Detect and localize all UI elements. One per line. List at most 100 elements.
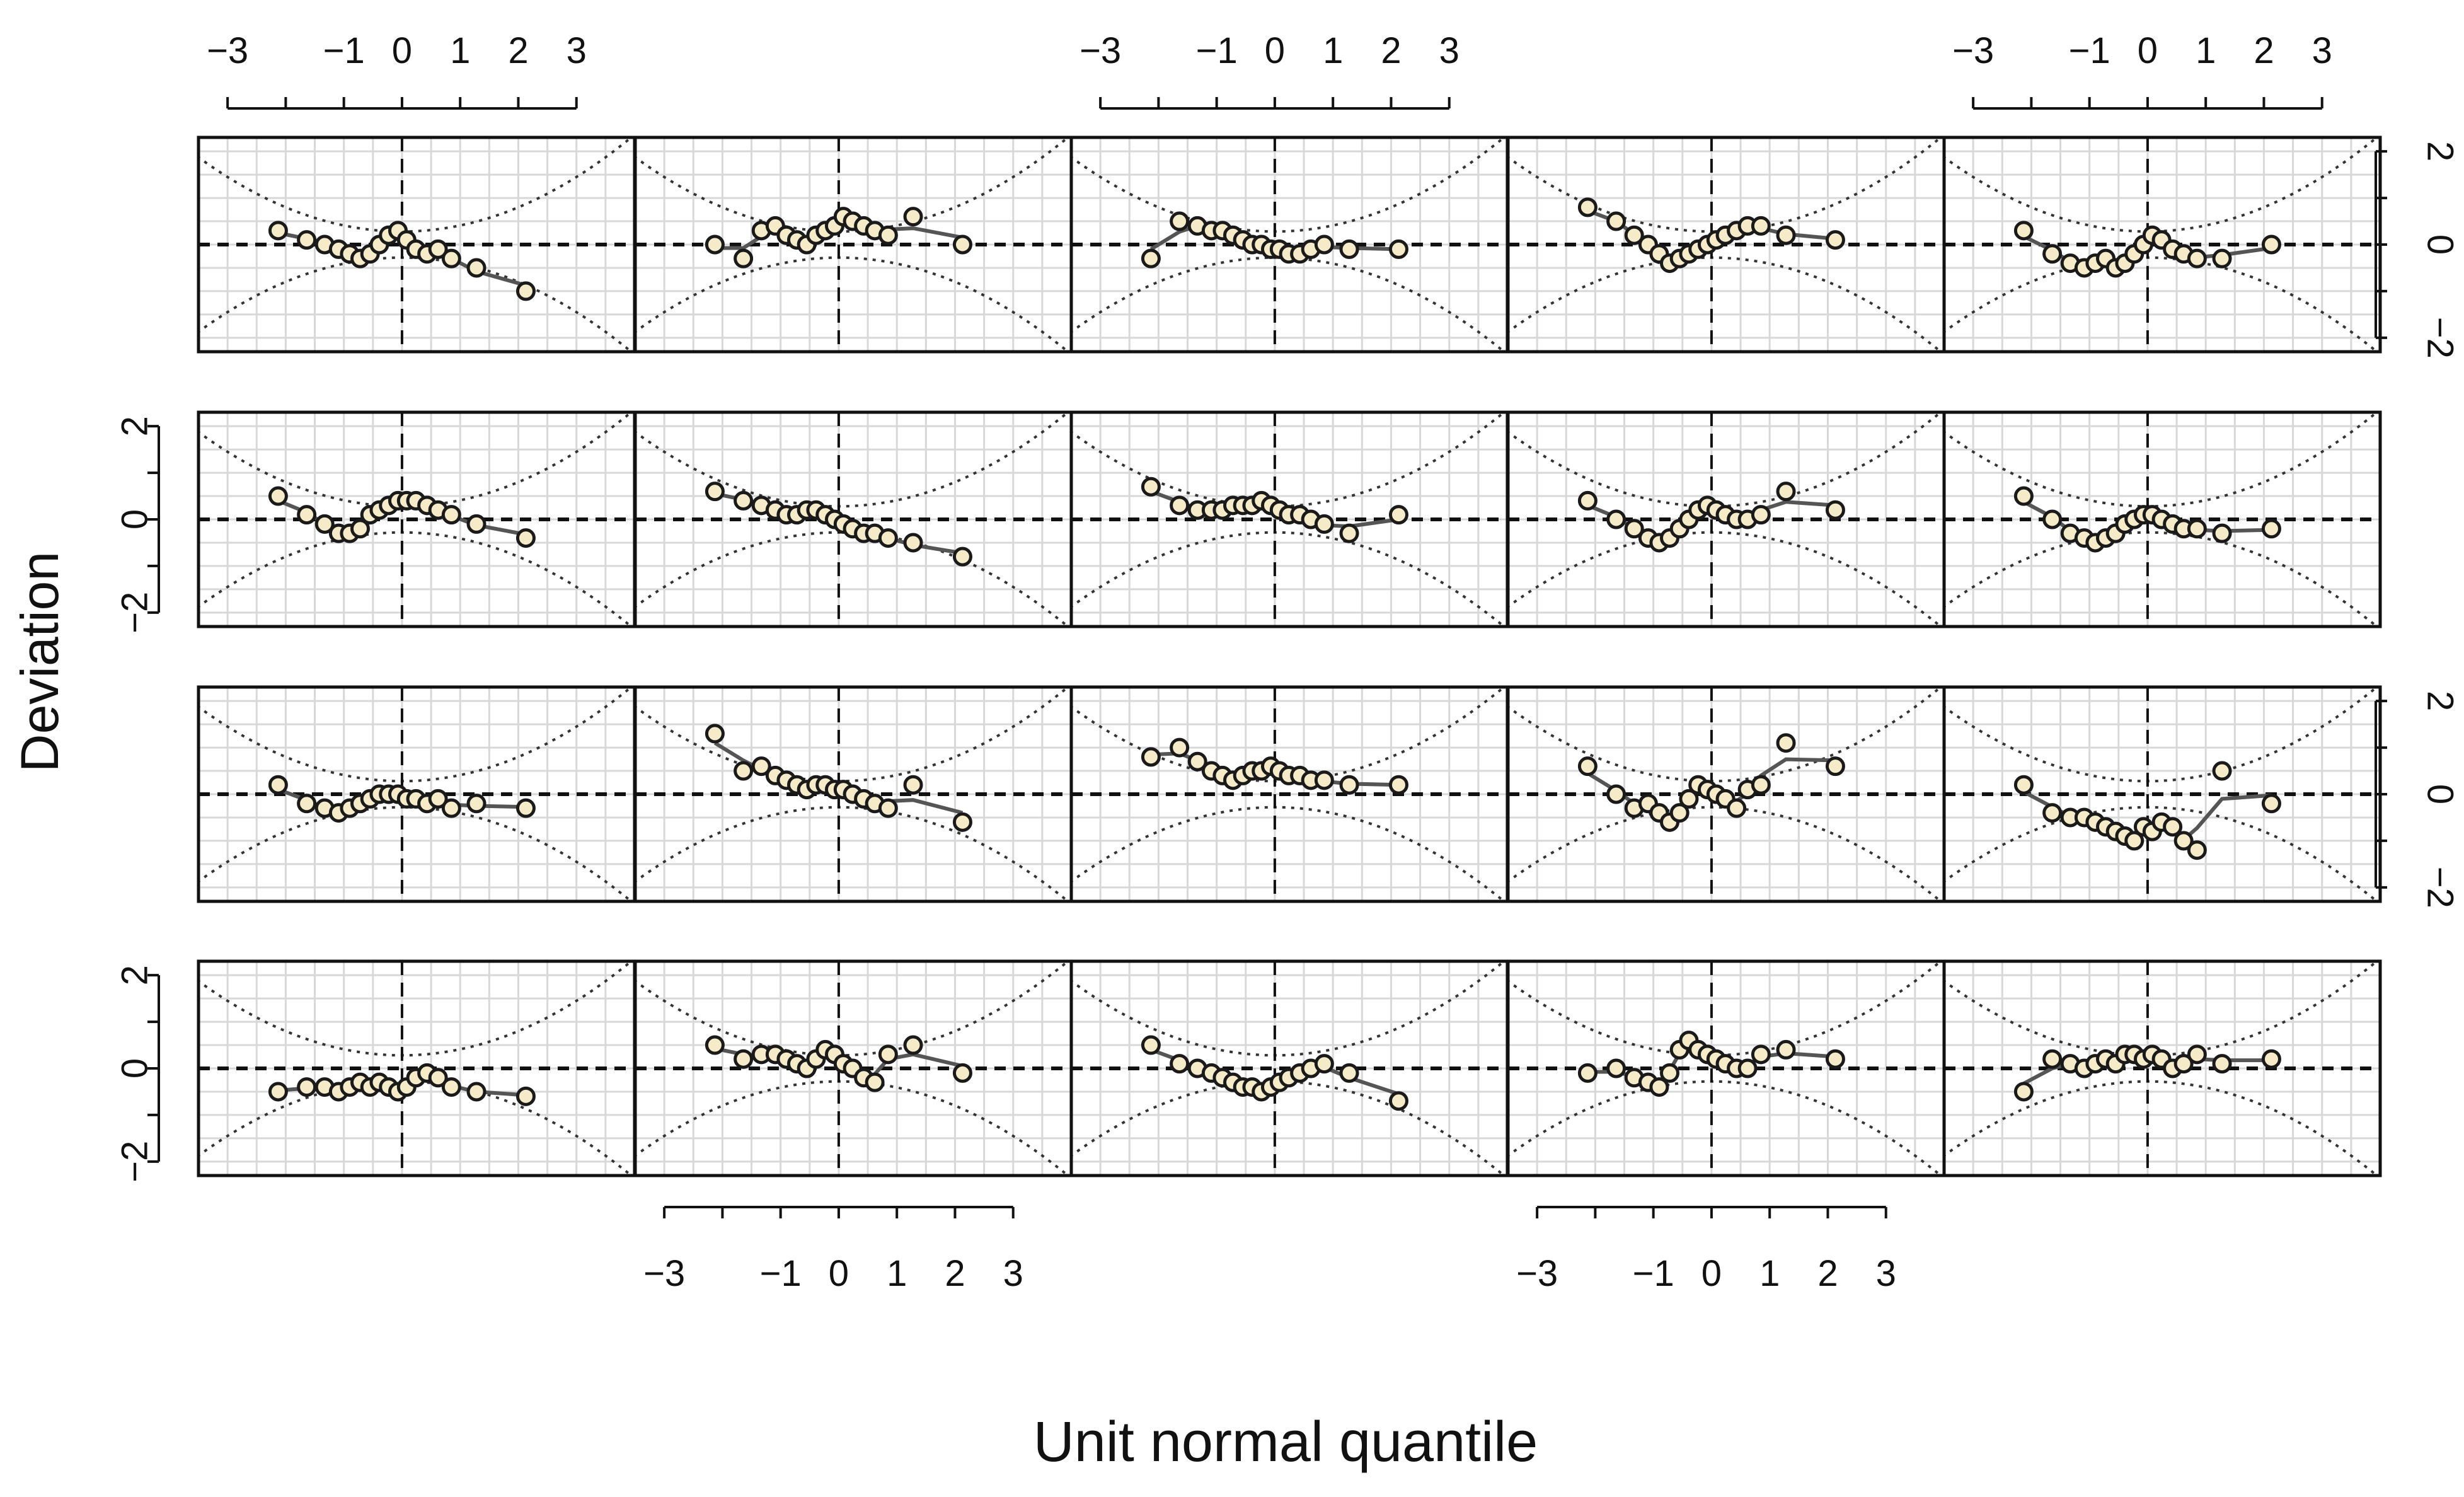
data-point <box>734 248 754 269</box>
data-point <box>268 221 288 241</box>
data-point <box>515 798 536 818</box>
data-point <box>903 775 923 795</box>
data-point <box>428 239 448 259</box>
data-point <box>952 546 972 567</box>
data-point <box>705 1035 725 1055</box>
data-point <box>2013 775 2034 795</box>
data-point <box>1776 1039 1796 1060</box>
panel-plot-area <box>199 687 635 901</box>
data-point <box>878 528 898 548</box>
x-tick-label: 3 <box>1876 1253 1896 1294</box>
panel <box>1069 136 1509 354</box>
data-point <box>2212 761 2232 781</box>
panel-plot-area <box>1071 137 1507 352</box>
data-point <box>2212 1054 2232 1074</box>
y-tick-label: 0 <box>2420 784 2461 804</box>
panel <box>1506 959 1946 1177</box>
x-tick-label: 2 <box>945 1253 965 1294</box>
y-axis-right: −2 0 2 <box>2375 141 2461 359</box>
data-point <box>734 1049 754 1069</box>
panel-plot-area <box>199 137 635 352</box>
x-tick-label: 3 <box>1003 1253 1023 1294</box>
panel <box>1506 685 1946 903</box>
data-point <box>441 248 461 269</box>
data-point <box>1679 789 1699 809</box>
data-point <box>1577 756 1598 777</box>
data-point <box>350 519 371 539</box>
data-point <box>1727 798 1747 818</box>
x-tick-label: 2 <box>508 30 528 71</box>
data-point <box>878 1044 898 1065</box>
data-point <box>1776 733 1796 753</box>
x-tick-label: −1 <box>2069 30 2110 71</box>
y-tick-label: 2 <box>2420 691 2461 711</box>
data-point <box>1606 1058 1626 1078</box>
data-point <box>2261 234 2281 255</box>
data-point <box>903 207 923 227</box>
panel <box>197 410 636 628</box>
data-point <box>466 514 486 534</box>
data-point <box>2042 1049 2063 1069</box>
data-point <box>1577 197 1598 217</box>
panel <box>1069 410 1509 628</box>
panel-plot-area <box>1508 137 1944 352</box>
data-point <box>466 1082 486 1102</box>
data-point <box>1314 770 1334 790</box>
data-point <box>705 482 725 502</box>
data-point <box>441 505 461 525</box>
x-axis-title: Unit normal quantile <box>1033 1411 1538 1474</box>
x-tick-label: 0 <box>2138 30 2158 71</box>
data-point <box>2013 486 2034 506</box>
y-tick-label: 2 <box>2420 141 2461 161</box>
panel <box>633 410 1073 628</box>
panel <box>633 959 1073 1177</box>
data-point <box>515 528 536 548</box>
x-tick-label: −3 <box>207 30 248 71</box>
data-point <box>734 761 754 781</box>
panel-plot-area <box>1071 412 1507 627</box>
x-axis-bottom: −3 −1 0 1 2 3 <box>1516 1206 1896 1294</box>
panel <box>633 136 1073 354</box>
x-tick-label: −3 <box>643 1253 685 1294</box>
data-point <box>441 798 461 818</box>
data-point <box>1751 1044 1771 1065</box>
data-point <box>1776 225 1796 245</box>
data-point <box>428 1068 448 1088</box>
data-point <box>2212 523 2232 543</box>
panel-plot-area <box>635 412 1071 627</box>
x-tick-label: −1 <box>1196 30 1238 71</box>
data-point <box>297 794 317 814</box>
data-point <box>1669 803 1690 823</box>
data-point <box>466 258 486 278</box>
data-point <box>268 1082 288 1102</box>
data-point <box>1170 495 1190 516</box>
x-tick-label: 0 <box>392 30 412 71</box>
data-point <box>1649 1077 1669 1097</box>
data-point <box>1825 500 1845 520</box>
panel <box>197 959 636 1177</box>
data-point <box>297 505 317 525</box>
panel-plot-area <box>635 687 1071 901</box>
data-point <box>1577 490 1598 511</box>
data-point <box>2013 221 2034 241</box>
right-axes: −2 0 2 −2 0 2 <box>2375 141 2461 908</box>
y-tick-label: 0 <box>2420 234 2461 255</box>
panel-plot-area <box>1944 137 2380 352</box>
data-point <box>734 490 754 511</box>
panel <box>1942 959 2382 1177</box>
y-tick-label: 0 <box>114 1058 155 1078</box>
data-point <box>2124 831 2144 851</box>
data-point <box>1314 514 1334 534</box>
panel-plot-area <box>1071 961 1507 1176</box>
data-point <box>1388 505 1408 525</box>
panel-plot-area <box>1071 687 1507 901</box>
y-tick-label: −2 <box>2420 867 2461 908</box>
panel <box>1506 136 1946 354</box>
data-point <box>1606 784 1626 804</box>
x-tick-label: −1 <box>760 1253 802 1294</box>
data-point <box>1339 1063 1359 1083</box>
data-point <box>1314 1054 1334 1074</box>
y-axis-title: Deviation <box>10 552 69 772</box>
data-point <box>441 1077 461 1097</box>
x-tick-label: 3 <box>567 30 587 71</box>
